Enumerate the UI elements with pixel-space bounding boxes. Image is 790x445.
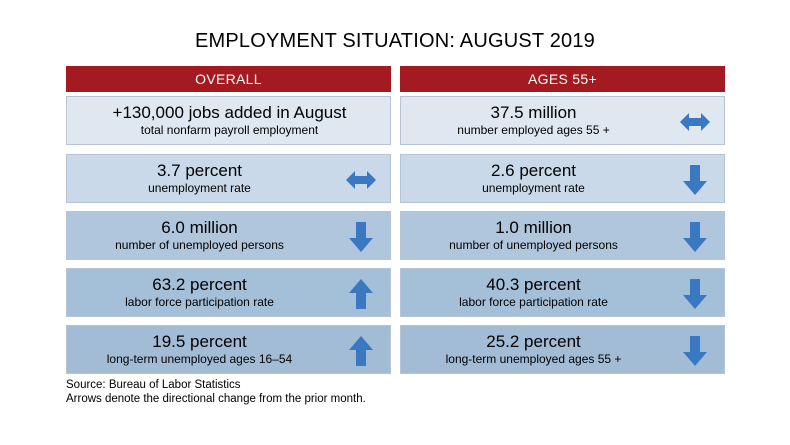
ages-55-row-participation-rate: 40.3 percent labor force participation r… [400,268,725,317]
ages-55-unemployment-rate-label: unemployment rate [482,181,585,195]
down-arrow-icon [680,165,710,195]
ages-55-row-employed: 37.5 million number employed ages 55 + [400,96,725,145]
ages-55-row-unemployed-persons: 1.0 million number of unemployed persons [400,211,725,260]
overall-unemployment-rate-value: 3.7 percent [156,161,243,180]
ages-55-unemployment-rate-value: 2.6 percent [490,161,577,180]
overall-unemployed-persons-value: 6.0 million [161,218,238,237]
down-arrow-icon [680,279,710,309]
overall-long-term-unemployed-label: long-term unemployed ages 16–54 [106,352,293,366]
up-arrow-icon [346,279,376,309]
arrow-note-text: Arrows denote the directional change fro… [66,393,366,405]
overall-long-term-unemployed-value: 19.5 percent [152,332,247,351]
ages-55-participation-rate-label: labor force participation rate [459,295,608,309]
overall-participation-rate-label: labor force participation rate [125,295,274,309]
overall-row-unemployment-rate: 3.7 percent unemployment rate [66,154,391,203]
ages-55-participation-rate-value: 40.3 percent [486,275,581,294]
ages-55-long-term-unemployed-value: 25.2 percent [486,332,581,351]
overall-unemployed-persons-label: number of unemployed persons [115,238,284,252]
down-arrow-icon [680,222,710,252]
source-text: Source: Bureau of Labor Statistics [66,379,241,391]
ages-55-employed-value: 37.5 million [490,103,577,122]
up-arrow-icon [346,336,376,366]
ages-55-column: AGES 55+ 37.5 million number employed ag… [400,66,725,374]
page-title: EMPLOYMENT SITUATION: AUGUST 2019 [194,30,596,52]
overall-unemployment-rate-label: unemployment rate [148,181,251,195]
down-arrow-icon [680,336,710,366]
ages-55-long-term-unemployed-label: long-term unemployed ages 55 + [445,352,622,366]
overall-payroll-label: total nonfarm payroll employment [140,123,319,137]
horizontal-double-arrow-icon [680,107,710,137]
overall-participation-rate-value: 63.2 percent [152,275,247,294]
overall-row-payroll: +130,000 jobs added in August total nonf… [66,96,391,145]
ages-55-row-unemployment-rate: 2.6 percent unemployment rate [400,154,725,203]
ages-55-unemployed-persons-value: 1.0 million [495,218,572,237]
ages-55-header: AGES 55+ [400,66,725,92]
overall-row-participation-rate: 63.2 percent labor force participation r… [66,268,391,317]
overall-payroll-value: +130,000 jobs added in August [112,103,347,122]
ages-55-employed-label: number employed ages 55 + [457,123,610,137]
down-arrow-icon [346,222,376,252]
overall-row-long-term-unemployed: 19.5 percent long-term unemployed ages 1… [66,325,391,374]
overall-column: OVERALL +130,000 jobs added in August to… [66,66,391,374]
ages-55-row-long-term-unemployed: 25.2 percent long-term unemployed ages 5… [400,325,725,374]
overall-row-unemployed-persons: 6.0 million number of unemployed persons [66,211,391,260]
ages-55-unemployed-persons-label: number of unemployed persons [449,238,618,252]
horizontal-double-arrow-icon [346,165,376,195]
source-note: Source: Bureau of Labor Statistics Arrow… [66,378,366,406]
overall-header: OVERALL [66,66,391,92]
